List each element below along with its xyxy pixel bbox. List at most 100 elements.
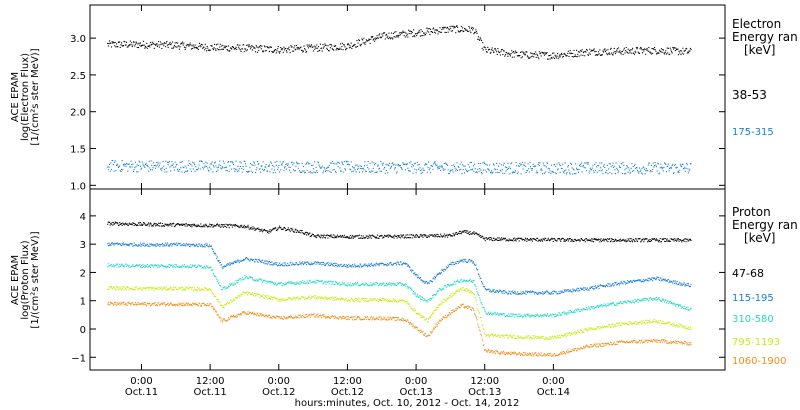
data-point [415,236,417,238]
data-point [229,47,231,49]
data-point [615,173,617,175]
data-point [457,279,459,281]
data-point [638,299,640,301]
data-point [470,32,472,34]
data-point [614,305,616,307]
data-point [272,264,274,266]
data-point [620,166,622,168]
data-point [306,263,308,265]
data-point [379,235,381,237]
data-point [597,165,599,167]
data-point [241,224,243,226]
data-point [221,289,223,291]
data-point [432,296,434,298]
data-point [287,163,289,165]
data-point [178,170,180,172]
data-point [214,225,216,227]
data-point [502,239,504,241]
data-point [457,281,459,283]
data-point [170,165,172,167]
data-point [226,302,228,304]
data-point [380,263,382,265]
data-point [550,238,552,240]
data-point [445,286,447,288]
data-point [416,294,418,296]
data-point [431,234,433,236]
data-point [606,169,608,171]
data-point [246,226,248,228]
data-point [430,31,432,33]
data-point [532,53,534,55]
data-point [260,294,262,296]
data-point [683,282,685,284]
data-point [152,287,154,289]
data-point [194,264,196,266]
data-point [201,267,203,269]
electron-ylabel-line1: ACE EPAM [10,72,21,122]
data-point [566,172,568,174]
data-point [271,50,273,52]
data-point [142,44,144,46]
data-point [273,50,275,52]
data-point [579,240,581,242]
data-point [445,26,447,28]
data-point [523,164,525,166]
data-point [298,263,300,265]
data-point [604,238,606,240]
data-point [606,284,608,286]
data-point [529,161,531,163]
data-point [117,223,119,225]
data-point [627,48,629,50]
data-point [491,312,493,314]
data-point [263,229,265,231]
data-point [471,233,473,235]
data-point [118,166,120,168]
data-point [522,51,524,53]
data-point [268,165,270,167]
data-point [520,57,522,59]
data-point [194,47,196,49]
data-point [408,170,410,172]
data-point [115,222,117,224]
proton-panel-frame [89,188,726,371]
data-point [530,239,532,241]
data-point [350,42,352,44]
data-point [326,166,328,168]
data-point [198,164,200,166]
data-point [666,302,668,304]
data-point [513,314,515,316]
data-point [290,227,292,229]
data-point [230,47,232,49]
data-point [124,163,126,165]
data-point [523,314,525,316]
data-point [227,286,229,288]
data-point [392,283,394,285]
data-point [542,52,544,54]
data-point [588,307,590,309]
data-point [587,163,589,165]
data-point [168,43,170,45]
data-point [175,243,177,245]
data-point [297,231,299,233]
data-point [601,54,603,56]
data-point [600,305,602,307]
proton-legend-series-1: 47-68 [732,267,764,280]
data-point [456,162,458,164]
data-point [166,40,168,42]
data-point [432,168,434,170]
data-point [181,244,183,246]
data-point [362,265,364,267]
data-point [385,284,387,286]
data-point [488,288,490,290]
data-point [149,46,151,48]
data-point [646,47,648,49]
data-point [174,287,176,289]
data-point [516,165,518,167]
data-point [635,47,637,49]
data-point [626,300,628,302]
data-point [601,306,603,308]
data-point [590,240,592,242]
data-point [414,162,416,164]
data-point [200,243,202,245]
data-point [475,267,477,269]
